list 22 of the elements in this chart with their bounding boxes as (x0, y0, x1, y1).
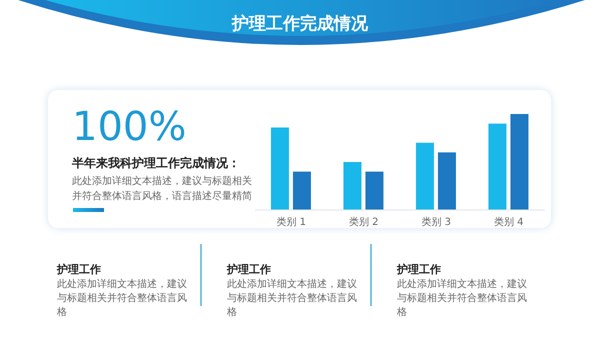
bar (292, 172, 311, 210)
bar (365, 172, 384, 210)
text: 此处添加详细文本描述，建议与标题相关并符合整体语言风格 (397, 278, 527, 320)
bar (488, 124, 506, 210)
x-tick-label: 类别 3 (421, 216, 452, 228)
text: 此处添加详细文本描述，建议与标题相关并符合整体语言风格，语言描述尽量精简 (72, 174, 252, 204)
text: 100% (72, 104, 186, 150)
x-tick-label: 类别 2 (348, 216, 379, 228)
bar (416, 142, 434, 210)
text: 此处添加详细文本描述，建议与标题相关并符合整体语言风格 (57, 278, 187, 320)
bar (438, 152, 456, 210)
text: 半年来我科护理工作完成情况： (72, 155, 240, 172)
x-tick-label: 类别 4 (494, 216, 524, 228)
text: 护理工作 (397, 262, 441, 277)
text: 护理工作 (57, 262, 101, 277)
bar (343, 162, 362, 210)
text: 此处添加详细文本描述，建议与标题相关并符合整体语言风格 (227, 278, 357, 320)
x-tick-label: 类别 1 (276, 216, 306, 228)
bar (270, 127, 289, 210)
text: 护理工作 (227, 262, 271, 277)
chart-title: 护理工作完成情况 (230, 13, 369, 35)
bar (510, 114, 528, 210)
